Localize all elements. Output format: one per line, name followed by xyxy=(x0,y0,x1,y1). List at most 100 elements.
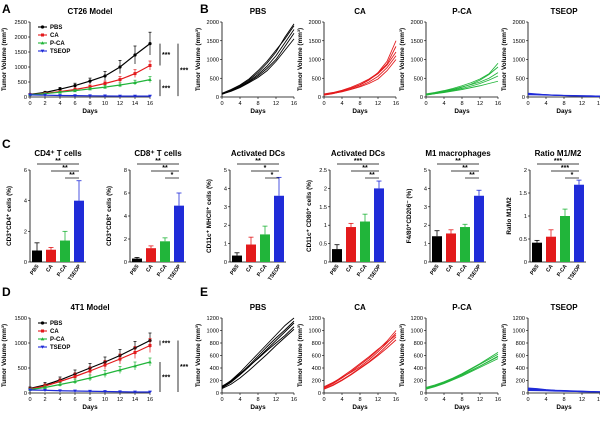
bar xyxy=(246,244,256,262)
mouse-line xyxy=(221,32,295,95)
y-tick-label: 2.5 xyxy=(319,168,327,174)
marker-ca xyxy=(41,33,44,37)
y-axis-label: Tumor Volume (mm³) xyxy=(195,324,202,387)
x-tick-label: 4 xyxy=(58,397,61,403)
individual-lines-ca xyxy=(323,40,397,96)
bar xyxy=(232,255,242,262)
y-axis-label: CD3⁺CD4⁺ cells (%) xyxy=(6,186,13,246)
legend-label: PBS xyxy=(50,25,62,31)
marker-ca xyxy=(118,357,122,361)
individual-lines-pbs xyxy=(221,23,295,95)
marker-tseop xyxy=(148,390,152,394)
marker-tseop xyxy=(73,389,77,393)
y-tick-label: 3 xyxy=(424,205,427,211)
x-tick-label: 0 xyxy=(526,101,529,107)
y-tick-label: 1.5 xyxy=(319,205,327,211)
y-axis-label: Tumor Volume (mm³) xyxy=(195,28,202,91)
y-tick-label: 2500 xyxy=(15,20,27,26)
category-label: CA xyxy=(445,264,454,274)
x-tick-label: 6 xyxy=(73,101,76,107)
y-tick-label: 1000 xyxy=(411,329,423,335)
sig-label: *** xyxy=(162,375,170,382)
sig-label: *** xyxy=(354,158,362,165)
marker-tseop xyxy=(40,345,45,349)
panel-label-b: B xyxy=(200,2,209,16)
x-tick-label: 16 xyxy=(147,397,153,403)
subplot-title: PBS xyxy=(250,7,267,16)
category-label: CA xyxy=(345,264,354,274)
x-tick-label: 0 xyxy=(28,101,31,107)
mouse-line xyxy=(323,55,397,96)
y-tick-label: 0 xyxy=(424,260,427,266)
x-tick-label: 0 xyxy=(28,397,31,403)
marker-ca xyxy=(133,72,137,76)
y-tick-label: 0 xyxy=(522,391,525,397)
y-tick-label: 1500 xyxy=(15,316,27,322)
mouse-line xyxy=(221,25,295,94)
individual-lines-tseop xyxy=(527,387,600,393)
y-tick-label: 1 xyxy=(224,242,227,248)
legend-label: TSEOP xyxy=(50,49,70,55)
sig-label: *** xyxy=(162,52,170,59)
bar xyxy=(160,241,170,262)
legend-label: P-CA xyxy=(50,41,65,47)
y-tick-label: 400 xyxy=(312,366,321,372)
y-tick-label: 1500 xyxy=(309,39,321,45)
y-axis-label: CD11c⁺ MHCII⁺ cells (%) xyxy=(206,179,213,253)
x-tick-label: 4 xyxy=(442,397,445,403)
category-label: PBS xyxy=(29,263,41,276)
x-tick-label: 8 xyxy=(88,101,91,107)
mouse-line xyxy=(221,38,295,95)
marker-pca xyxy=(133,80,137,84)
bar xyxy=(446,233,456,262)
sig-label: *** xyxy=(561,165,569,172)
x-axis-label: Days xyxy=(454,108,470,115)
mouse-line xyxy=(425,355,499,390)
subplot-title: P-CA xyxy=(452,7,472,16)
indiv-E-3-axes: 0 200 400 600 800 1000 1200 0 4 8 12 16 Days Tumor Vo… xyxy=(501,316,600,411)
x-tick-label: 8 xyxy=(88,397,91,403)
x-tick-label: 16 xyxy=(291,101,297,107)
marker-tseop xyxy=(40,49,45,53)
marker-pbs xyxy=(133,53,137,57)
y-tick-label: 500 xyxy=(210,76,219,82)
y-axis-label: Tumor Volume (mm³) xyxy=(297,324,304,387)
x-tick-label: 8 xyxy=(562,101,565,107)
x-tick-label: 4 xyxy=(238,101,241,107)
x-tick-label: 12 xyxy=(117,101,123,107)
x-tick-label: 12 xyxy=(477,397,483,403)
x-tick-label: 16 xyxy=(393,101,399,107)
mouse-line xyxy=(323,339,397,390)
bar xyxy=(374,188,384,262)
y-tick-label: 2 xyxy=(524,168,527,174)
x-tick-label: 0 xyxy=(424,101,427,107)
x-tick-label: 16 xyxy=(393,397,399,403)
series-tseop xyxy=(28,388,152,394)
sig-label: * xyxy=(271,172,274,179)
sig-label: ** xyxy=(462,165,468,172)
marker-ca xyxy=(148,344,152,347)
y-tick-label: 0 xyxy=(216,95,219,101)
mouse-line xyxy=(323,330,397,389)
growth-A-axes: 0 500 1000 1500 2000 2500 0 2 4 6 8 10 12 14 16 Days Tum… xyxy=(1,20,153,115)
y-tick-label: 1200 xyxy=(411,316,423,322)
y-tick-label: 400 xyxy=(414,366,423,372)
marker-tseop xyxy=(148,94,152,98)
y-tick-label: 500 xyxy=(516,76,525,82)
indiv-B-2-axes: 0 500 1000 1500 2000 0 4 8 12 16 Days Tumor Volume … xyxy=(399,20,501,115)
mouse-line xyxy=(323,332,397,388)
marker-pca xyxy=(43,385,47,389)
bar xyxy=(432,236,442,262)
y-tick-label: 1200 xyxy=(207,316,219,322)
marker-pca xyxy=(148,360,152,364)
mouse-line xyxy=(425,62,499,95)
marker-pca xyxy=(133,364,137,368)
y-tick-label: 200 xyxy=(414,379,423,385)
y-tick-label: 0 xyxy=(24,260,27,266)
y-tick-label: 2 xyxy=(424,223,427,229)
y-tick-label: 2 xyxy=(224,223,227,229)
